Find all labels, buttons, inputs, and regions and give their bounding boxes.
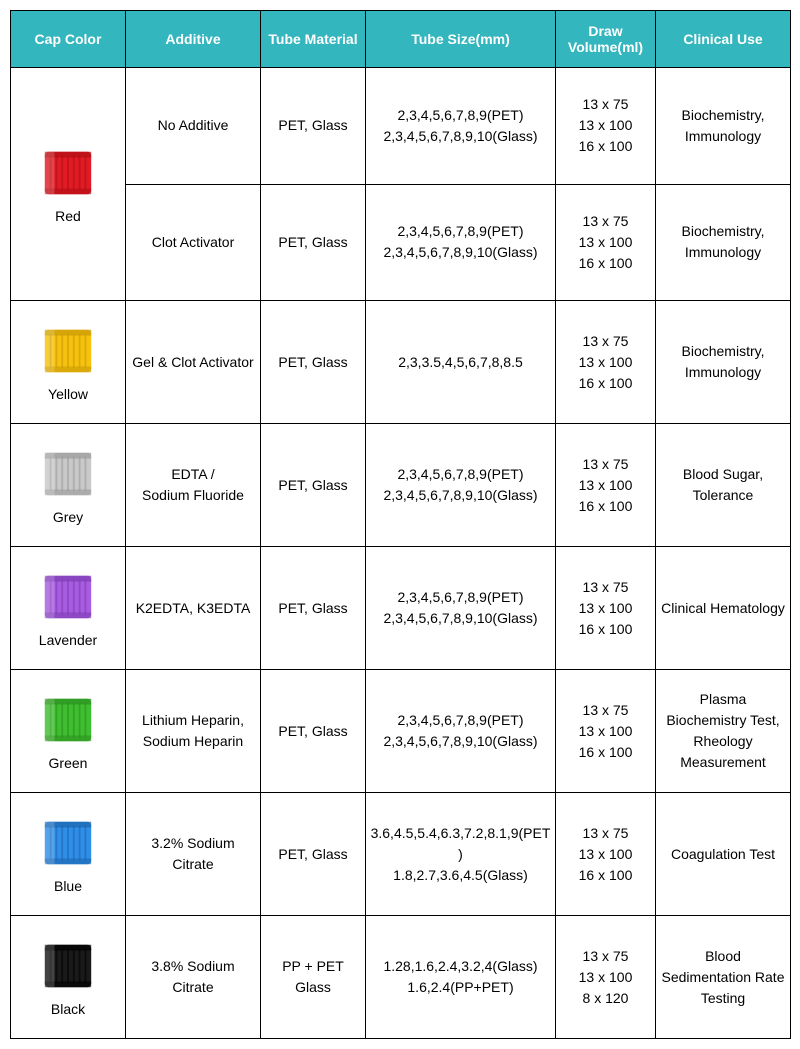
material-cell: PET, Glass: [261, 547, 366, 670]
cap-icon: [39, 568, 97, 626]
material-cell: PP + PET Glass: [261, 916, 366, 1039]
table-row: Black 3.8% Sodium CitratePP + PET Glass1…: [11, 916, 791, 1039]
cap-cell-red: Red: [11, 68, 126, 301]
additive-cell: Clot Activator: [126, 184, 261, 301]
cap-cell-lavender: Lavender: [11, 547, 126, 670]
table-row: Grey EDTA /Sodium FluoridePET, Glass2,3,…: [11, 424, 791, 547]
additive-cell: 3.2% Sodium Citrate: [126, 793, 261, 916]
additive-cell: EDTA /Sodium Fluoride: [126, 424, 261, 547]
volume-cell: 13 x 7513 x 10016 x 100: [556, 793, 656, 916]
use-cell: Clinical Hematology: [656, 547, 791, 670]
additive-cell: 3.8% Sodium Citrate: [126, 916, 261, 1039]
size-cell: 2,3,4,5,6,7,8,9(PET)2,3,4,5,6,7,8,9,10(G…: [366, 68, 556, 185]
size-cell: 2,3,4,5,6,7,8,9(PET)2,3,4,5,6,7,8,9,10(G…: [366, 424, 556, 547]
cap-cell-yellow: Yellow: [11, 301, 126, 424]
table-row: Green Lithium Heparin, Sodium HeparinPET…: [11, 670, 791, 793]
cap-label: Blue: [54, 878, 82, 894]
additive-cell: Lithium Heparin, Sodium Heparin: [126, 670, 261, 793]
use-cell: Blood Sedimentation Rate Testing: [656, 916, 791, 1039]
material-cell: PET, Glass: [261, 670, 366, 793]
use-cell: Coagulation Test: [656, 793, 791, 916]
table-row: Red No AdditivePET, Glass2,3,4,5,6,7,8,9…: [11, 68, 791, 185]
header-size: Tube Size(mm): [366, 11, 556, 68]
table-row: Yellow Gel & Clot ActivatorPET, Glass2,3…: [11, 301, 791, 424]
volume-cell: 13 x 7513 x 10016 x 100: [556, 547, 656, 670]
header-volume: Draw Volume(ml): [556, 11, 656, 68]
size-cell: 3.6,4.5,5.4,6.3,7.2,8.1,9(PET)1.8,2.7,3.…: [366, 793, 556, 916]
cap-label: Lavender: [39, 632, 97, 648]
additive-cell: Gel & Clot Activator: [126, 301, 261, 424]
material-cell: PET, Glass: [261, 68, 366, 185]
header-additive: Additive: [126, 11, 261, 68]
volume-cell: 13 x 7513 x 10016 x 100: [556, 184, 656, 301]
material-cell: PET, Glass: [261, 184, 366, 301]
use-cell: Biochemistry, Immunology: [656, 184, 791, 301]
cap-cell-grey: Grey: [11, 424, 126, 547]
header-use: Clinical Use: [656, 11, 791, 68]
volume-cell: 13 x 7513 x 10016 x 100: [556, 424, 656, 547]
cap-label: Grey: [53, 509, 83, 525]
cap-cell-blue: Blue: [11, 793, 126, 916]
size-cell: 2,3,4,5,6,7,8,9(PET)2,3,4,5,6,7,8,9,10(G…: [366, 547, 556, 670]
header-row: Cap Color Additive Tube Material Tube Si…: [11, 11, 791, 68]
material-cell: PET, Glass: [261, 301, 366, 424]
additive-cell: K2EDTA, K3EDTA: [126, 547, 261, 670]
size-cell: 2,3,3.5,4,5,6,7,8,8.5: [366, 301, 556, 424]
use-cell: Biochemistry, Immunology: [656, 68, 791, 185]
volume-cell: 13 x 7513 x 1008 x 120: [556, 916, 656, 1039]
size-cell: 1.28,1.6,2.4,3.2,4(Glass)1.6,2.4(PP+PET): [366, 916, 556, 1039]
table-row: Clot ActivatorPET, Glass2,3,4,5,6,7,8,9(…: [11, 184, 791, 301]
volume-cell: 13 x 7513 x 10016 x 100: [556, 68, 656, 185]
material-cell: PET, Glass: [261, 793, 366, 916]
volume-cell: 13 x 7513 x 10016 x 100: [556, 670, 656, 793]
table-row: Blue 3.2% Sodium CitratePET, Glass3.6,4.…: [11, 793, 791, 916]
additive-cell: No Additive: [126, 68, 261, 185]
cap-label: Yellow: [48, 386, 88, 402]
cap-icon: [39, 322, 97, 380]
header-material: Tube Material: [261, 11, 366, 68]
size-cell: 2,3,4,5,6,7,8,9(PET)2,3,4,5,6,7,8,9,10(G…: [366, 670, 556, 793]
blood-tube-table: Cap Color Additive Tube Material Tube Si…: [10, 10, 791, 1039]
cap-label: Red: [55, 208, 81, 224]
cap-icon: [39, 814, 97, 872]
cap-cell-black: Black: [11, 916, 126, 1039]
table-row: Lavender K2EDTA, K3EDTAPET, Glass2,3,4,5…: [11, 547, 791, 670]
cap-label: Black: [51, 1001, 85, 1017]
cap-icon: [39, 144, 97, 202]
use-cell: Biochemistry, Immunology: [656, 301, 791, 424]
cap-label: Green: [49, 755, 88, 771]
use-cell: Plasma Biochemistry Test, Rheology Measu…: [656, 670, 791, 793]
material-cell: PET, Glass: [261, 424, 366, 547]
size-cell: 2,3,4,5,6,7,8,9(PET)2,3,4,5,6,7,8,9,10(G…: [366, 184, 556, 301]
cap-icon: [39, 445, 97, 503]
use-cell: Blood Sugar, Tolerance: [656, 424, 791, 547]
cap-icon: [39, 691, 97, 749]
volume-cell: 13 x 7513 x 10016 x 100: [556, 301, 656, 424]
cap-icon: [39, 937, 97, 995]
header-cap-color: Cap Color: [11, 11, 126, 68]
cap-cell-green: Green: [11, 670, 126, 793]
